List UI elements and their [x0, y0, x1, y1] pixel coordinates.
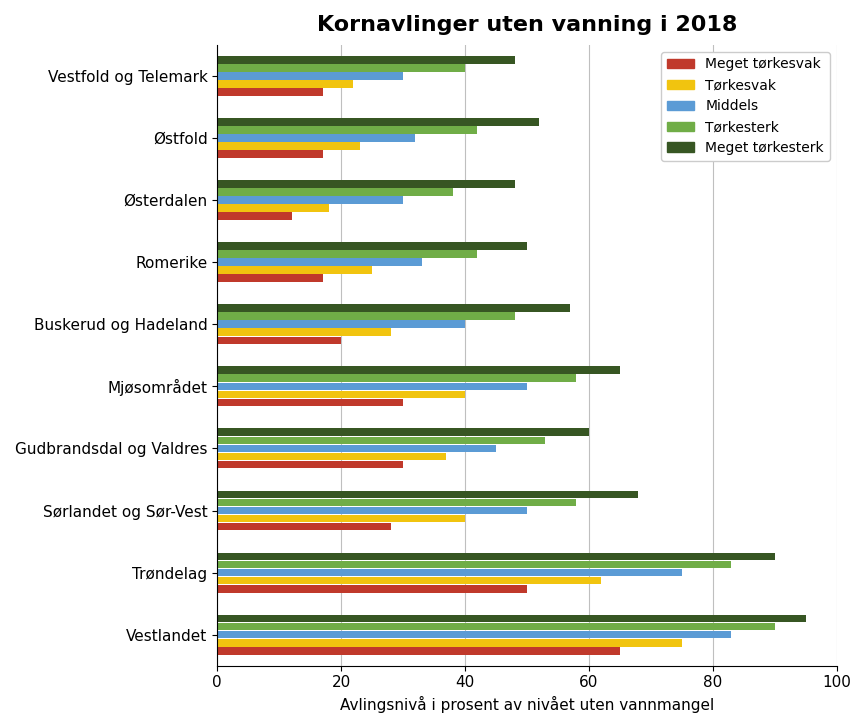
Bar [217, 72, 403, 80]
Bar [217, 429, 589, 436]
Bar [217, 577, 601, 585]
Bar [217, 437, 546, 444]
Bar [217, 274, 322, 282]
Bar [217, 250, 477, 258]
Legend: Meget tørkesvak, Tørkesvak, Middels, Tørkesterk, Meget tørkesterk: Meget tørkesvak, Tørkesvak, Middels, Tør… [661, 52, 830, 161]
Bar [217, 213, 292, 220]
Bar [217, 266, 372, 274]
Title: Kornavlinger uten vanning i 2018: Kornavlinger uten vanning i 2018 [317, 15, 737, 35]
Bar [217, 242, 527, 250]
Bar [217, 304, 570, 312]
Bar [217, 328, 391, 336]
Bar [217, 88, 322, 96]
Bar [217, 258, 422, 266]
Bar [217, 382, 527, 390]
Bar [217, 197, 403, 204]
Bar [217, 80, 353, 88]
Bar [217, 312, 514, 320]
Bar [217, 399, 403, 406]
Bar [217, 205, 329, 212]
Bar [217, 553, 774, 561]
Bar [217, 189, 453, 196]
Bar [217, 336, 341, 344]
Bar [217, 523, 391, 531]
Bar [217, 569, 682, 577]
Bar [217, 391, 465, 398]
Bar [217, 320, 465, 328]
Bar [217, 515, 465, 523]
Bar [217, 647, 620, 654]
Bar [217, 461, 403, 468]
Bar [217, 453, 446, 460]
X-axis label: Avlingsnivå i prosent av nivået uten vannmangel: Avlingsnivå i prosent av nivået uten van… [339, 696, 714, 713]
Bar [217, 639, 682, 646]
Bar [217, 614, 805, 622]
Bar [217, 134, 416, 142]
Bar [217, 366, 620, 374]
Bar [217, 118, 540, 126]
Bar [217, 64, 465, 71]
Bar [217, 491, 638, 498]
Bar [217, 374, 577, 382]
Bar [217, 445, 496, 452]
Bar [217, 126, 477, 134]
Bar [217, 142, 359, 150]
Bar [217, 180, 514, 188]
Bar [217, 499, 577, 506]
Bar [217, 585, 527, 593]
Bar [217, 631, 731, 638]
Bar [217, 622, 774, 630]
Bar [217, 561, 731, 569]
Bar [217, 56, 514, 63]
Bar [217, 150, 322, 158]
Bar [217, 507, 527, 515]
